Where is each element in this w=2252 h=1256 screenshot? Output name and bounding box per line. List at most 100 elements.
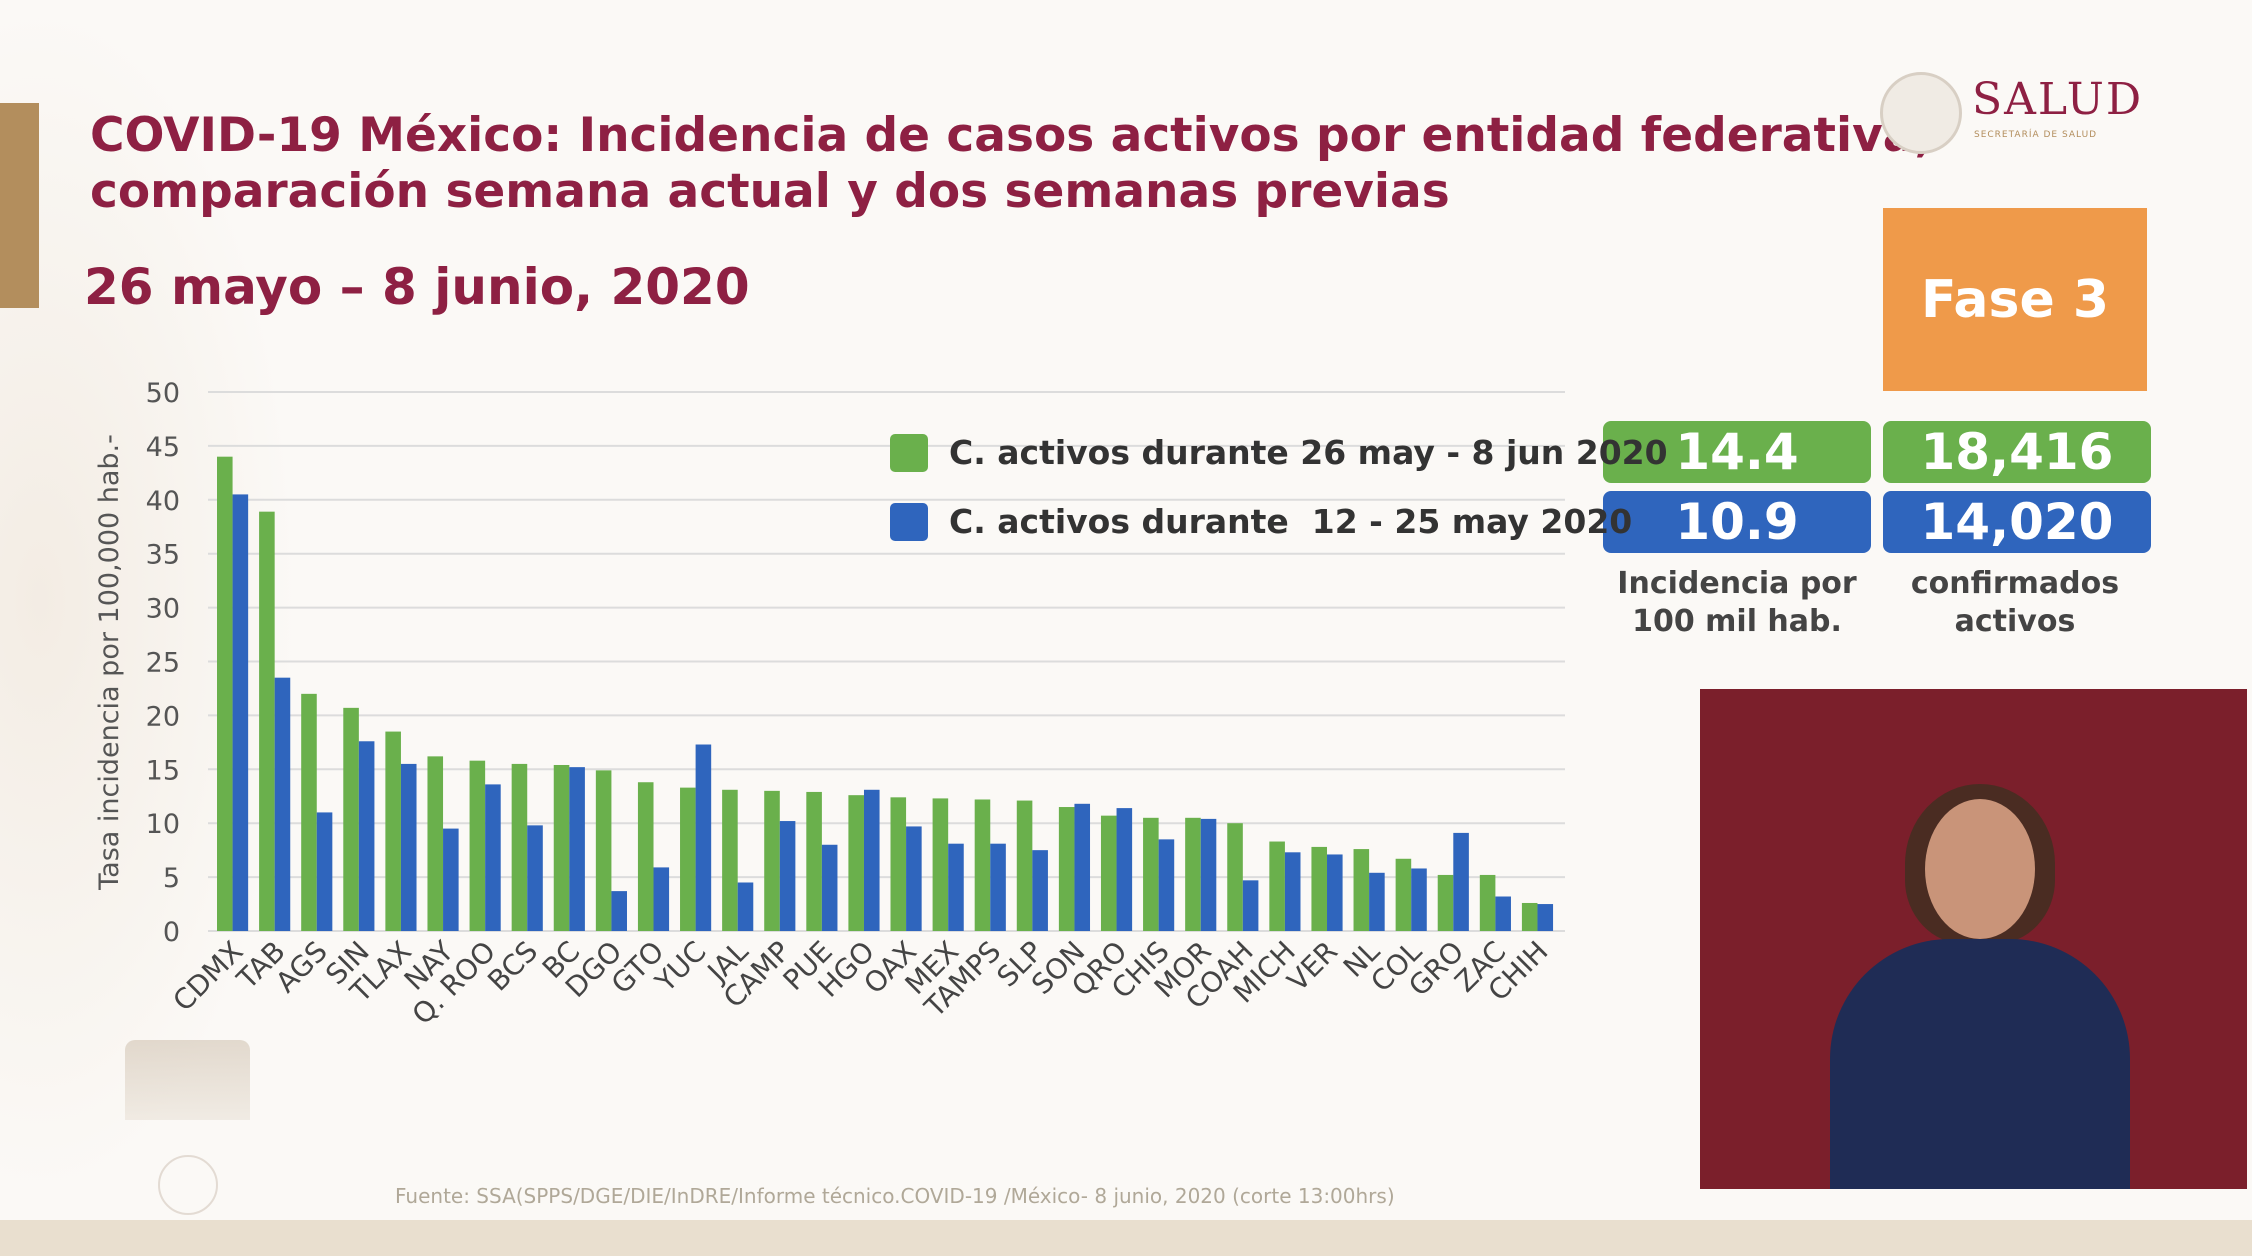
bar-previous xyxy=(611,891,627,931)
bar-current xyxy=(1100,815,1117,931)
x-tick-label: VER xyxy=(1281,935,1344,998)
bar-previous xyxy=(1537,904,1554,931)
bar-current xyxy=(385,731,401,931)
salud-logo: SALUD SECRETARÍA DE SALUD xyxy=(1880,70,2180,154)
current-incidence: 14.4 xyxy=(1603,421,1871,483)
bottom-band xyxy=(0,1220,2252,1256)
bar-current xyxy=(1143,817,1159,931)
bar-current xyxy=(1521,902,1538,931)
bar-current xyxy=(848,795,864,931)
bar-previous xyxy=(1116,808,1133,931)
y-tick-label: 5 xyxy=(163,863,180,894)
title-line-1: COVID-19 México: Incidencia de casos act… xyxy=(90,108,1933,163)
y-axis-label: Tasa incidencia por 100,000 hab.- xyxy=(94,434,125,891)
legend-label: C. activos durante 12 - 25 may 2020 xyxy=(949,502,1633,541)
y-tick-label: 0 xyxy=(163,917,180,948)
bar-previous xyxy=(906,826,922,931)
bar-current xyxy=(1269,841,1285,931)
bar-previous xyxy=(1453,832,1469,931)
bar-previous xyxy=(400,763,417,931)
bar-current xyxy=(1185,817,1201,931)
bar-current xyxy=(1016,800,1033,931)
bar-current xyxy=(427,756,444,931)
bar-previous xyxy=(232,494,249,931)
bar-previous xyxy=(527,825,543,931)
bar-previous xyxy=(779,821,796,931)
bar-current xyxy=(1311,846,1328,931)
bar-current xyxy=(217,456,233,931)
bar-previous xyxy=(443,828,459,931)
y-tick-label: 30 xyxy=(146,594,180,625)
previous-confirmed: 14,020 xyxy=(1883,491,2151,553)
bar-current xyxy=(764,790,780,931)
bar-previous xyxy=(274,677,291,931)
y-tick-label: 20 xyxy=(146,701,180,732)
y-tick-label: 40 xyxy=(146,486,180,517)
confirmed-label: confirmados activos xyxy=(1910,566,2120,639)
interpreter-body xyxy=(1830,939,2130,1189)
legend-swatch-green xyxy=(890,433,928,472)
bar-current xyxy=(595,770,612,931)
bar-previous xyxy=(358,741,375,931)
bar-current xyxy=(511,763,528,931)
bar-current xyxy=(1395,858,1412,931)
bar-previous xyxy=(569,767,585,931)
y-tick-label: 35 xyxy=(146,540,180,571)
source-note: Fuente: SSA(SPPS/DGE/DIE/InDRE/Informe t… xyxy=(395,1184,1395,1208)
y-tick-label: 45 xyxy=(146,432,180,463)
logo-text: SALUD xyxy=(1972,74,2144,125)
bar-current xyxy=(343,707,359,931)
bar-current xyxy=(1058,807,1075,931)
bar-previous xyxy=(1242,880,1259,931)
bar-current xyxy=(259,511,275,931)
previous-incidence: 10.9 xyxy=(1603,491,1871,553)
bar-previous xyxy=(1495,896,1511,931)
bar-current xyxy=(637,782,654,931)
y-tick-label: 50 xyxy=(146,378,180,409)
bar-current xyxy=(680,787,696,931)
current-confirmed: 18,416 xyxy=(1883,421,2151,483)
bar-previous xyxy=(1411,868,1427,931)
bar-current xyxy=(932,798,949,931)
sign-language-interpreter-video xyxy=(1700,689,2247,1189)
y-tick-label: 15 xyxy=(146,755,180,786)
seal-icon xyxy=(1880,72,1962,154)
y-tick-label: 10 xyxy=(146,809,180,840)
title-line-2: comparación semana actual y dos semanas … xyxy=(90,164,1450,219)
bar-previous xyxy=(653,867,670,931)
page-title: COVID-19 México: Incidencia de casos act… xyxy=(90,108,1990,220)
y-tick-label: 25 xyxy=(146,648,180,679)
bar-current xyxy=(806,791,822,931)
logo-subtext: SECRETARÍA DE SALUD xyxy=(1974,130,2098,140)
x-tick-label: BCS xyxy=(481,935,544,998)
bar-previous xyxy=(1200,818,1217,931)
bar-previous xyxy=(1032,850,1048,931)
bar-previous xyxy=(1369,872,1385,931)
bar-current xyxy=(301,693,317,931)
bar-current xyxy=(1353,849,1370,931)
bar-current xyxy=(1437,874,1454,931)
bar-current xyxy=(469,760,486,931)
legend-item-current: C. activos durante 26 may - 8 jun 2020 xyxy=(890,433,1668,472)
incidence-label: Incidencia por 100 mil hab. xyxy=(1617,566,1857,639)
bar-previous xyxy=(863,789,880,931)
interpreter-head xyxy=(1925,799,2035,939)
historical-figures-emblem xyxy=(125,1040,250,1120)
bar-previous xyxy=(821,844,838,931)
bar-previous xyxy=(485,784,501,931)
bar-current xyxy=(890,797,907,931)
legend-item-previous: C. activos durante 12 - 25 may 2020 xyxy=(890,502,1632,541)
bar-previous xyxy=(1158,839,1175,931)
bar-previous xyxy=(1327,854,1343,931)
accent-bar xyxy=(0,103,39,308)
legend-label: C. activos durante 26 may - 8 jun 2020 xyxy=(949,433,1668,472)
seal-watermark-icon xyxy=(158,1155,218,1215)
bar-previous xyxy=(316,812,333,931)
bar-current xyxy=(722,789,738,931)
bar-current xyxy=(1479,874,1496,931)
phase-badge: Fase 3 xyxy=(1883,208,2147,391)
bar-current xyxy=(553,764,570,931)
bar-current xyxy=(974,799,991,931)
bar-previous xyxy=(1284,852,1301,931)
bar-previous xyxy=(1074,803,1091,931)
